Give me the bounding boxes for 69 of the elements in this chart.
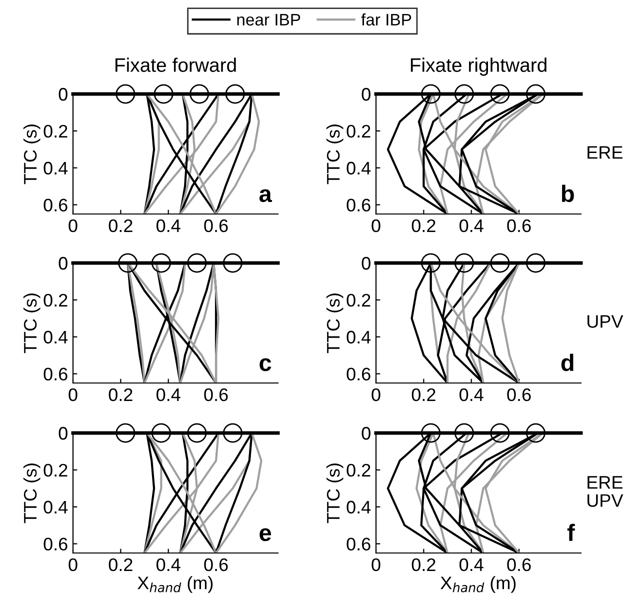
x-tick-label: 0.2 [108, 388, 132, 402]
x-tick-label: 0.4 [156, 388, 180, 402]
x-tick-label: 0.6 [507, 219, 531, 232]
y-tick-label: 0.6 [44, 538, 68, 550]
y-tick-label: 0.6 [44, 198, 68, 212]
x-tick-label: 0 [372, 219, 380, 232]
x-tick-label: 0.4 [460, 219, 484, 232]
x-tick-label: 0.2 [412, 558, 436, 572]
x-tick-label: 0.6 [507, 558, 531, 572]
y-tick-label: 0.6 [346, 198, 370, 212]
chart-title: Fixate forward [116, 58, 236, 72]
y-tick-label: 0.4 [346, 500, 371, 514]
x-tick-label: 0.4 [156, 219, 180, 232]
x-tick-label: 0.4 [156, 558, 180, 572]
y-axis-title: TTC (s) [23, 124, 40, 184]
annotation: e [260, 528, 272, 542]
chart-title: Fixate rightward [410, 58, 546, 76]
x-tick-label: 0 [372, 388, 380, 402]
legend-label: far IBP [361, 13, 412, 26]
x-axis-title: X$_{hand}$ (m) [138, 576, 213, 593]
y-tick-label: 0 [362, 88, 370, 101]
x-tick-label: 0 [68, 558, 78, 572]
x-tick-label: 0.6 [507, 388, 531, 402]
y-tick-label: 0 [58, 426, 68, 440]
y-tick-label: 0.2 [44, 294, 68, 307]
y-tick-label: 0 [58, 88, 68, 101]
annotation: c [260, 358, 272, 372]
y-tick-label: 0 [362, 426, 370, 440]
annotation: a [259, 189, 272, 202]
y-tick-label: 0.2 [44, 464, 68, 477]
x-tick-label: 0.4 [460, 388, 484, 402]
y-axis-title: TTC (s) [23, 464, 40, 524]
y-tick-label: 0.4 [346, 162, 371, 175]
y-axis-title: TTC (s) [326, 464, 344, 524]
x-tick-label: 0.6 [204, 388, 228, 402]
x-axis-title: X$_{hand}$ (m) [440, 576, 516, 593]
x-tick-label: 0.2 [108, 219, 132, 232]
x-tick-label: 0.6 [204, 219, 228, 232]
y-tick-label: 0.4 [44, 500, 68, 514]
y-tick-label: 0.6 [346, 538, 370, 550]
y-tick-label: 0.4 [346, 330, 371, 344]
x-tick-label: 0.4 [460, 558, 484, 572]
y-axis-title: TTC (s) [326, 124, 344, 184]
y-tick-label: 0.6 [346, 368, 370, 380]
y-tick-label: 0.2 [346, 464, 370, 477]
x-tick-label: 0.2 [108, 558, 132, 572]
text: ERE [588, 146, 622, 159]
y-tick-label: 0 [362, 256, 370, 270]
annotation: f [567, 524, 575, 541]
legend-label: near IBP [237, 14, 300, 26]
x-tick-label: 0.6 [204, 558, 228, 572]
y-tick-label: 0.6 [44, 368, 68, 380]
x-tick-label: 0 [68, 388, 78, 402]
text: ERE UPV [588, 476, 624, 507]
x-tick-label: 0.2 [412, 388, 436, 402]
annotation: b [562, 184, 574, 202]
text: UPV [588, 315, 624, 328]
y-axis-title: TTC (s) [326, 294, 344, 354]
y-tick-label: 0.2 [44, 124, 68, 138]
y-tick-label: 0.2 [346, 294, 370, 307]
x-tick-label: 0 [68, 219, 78, 232]
y-axis-title: TTC (s) [23, 294, 40, 354]
annotation: d [561, 354, 574, 372]
y-tick-label: 0 [58, 256, 68, 270]
y-tick-label: 0.2 [346, 124, 370, 138]
x-tick-label: 0.2 [412, 219, 436, 232]
y-tick-label: 0.4 [44, 330, 68, 344]
y-tick-label: 0.4 [44, 162, 68, 175]
x-tick-label: 0 [372, 558, 380, 572]
